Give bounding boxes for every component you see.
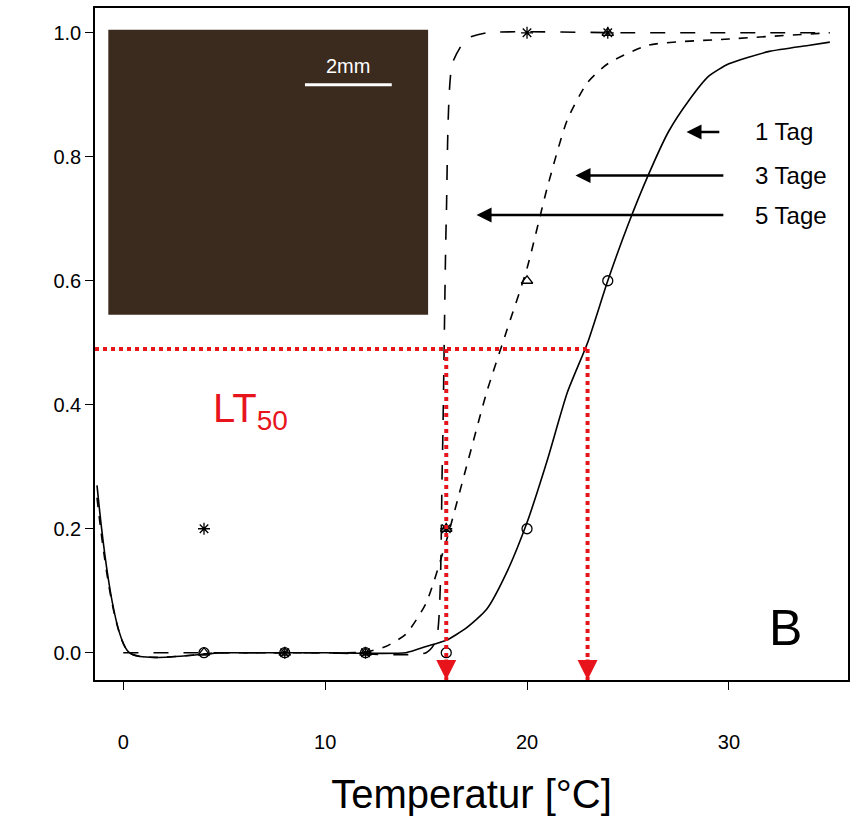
svg-text:0.0: 0.0 xyxy=(53,642,81,664)
svg-text:0.2: 0.2 xyxy=(53,518,81,540)
svg-text:3 Tage: 3 Tage xyxy=(755,162,827,189)
svg-text:Temperatur [°C]: Temperatur [°C] xyxy=(331,772,612,816)
svg-text:1.0: 1.0 xyxy=(53,22,81,44)
svg-text:10: 10 xyxy=(314,731,336,753)
svg-text:0.4: 0.4 xyxy=(53,394,81,416)
svg-text:0: 0 xyxy=(118,731,129,753)
svg-text:B: B xyxy=(769,600,802,656)
svg-text:5 Tage: 5 Tage xyxy=(755,202,827,229)
svg-text:20: 20 xyxy=(516,731,538,753)
svg-text:LT​50​: LT​50​ xyxy=(213,386,288,436)
svg-text:30: 30 xyxy=(718,731,740,753)
svg-text:0.8: 0.8 xyxy=(53,146,81,168)
svg-text:0.6: 0.6 xyxy=(53,270,81,292)
svg-text:1 Tag: 1 Tag xyxy=(755,118,813,145)
svg-text:2mm: 2mm xyxy=(326,55,370,77)
